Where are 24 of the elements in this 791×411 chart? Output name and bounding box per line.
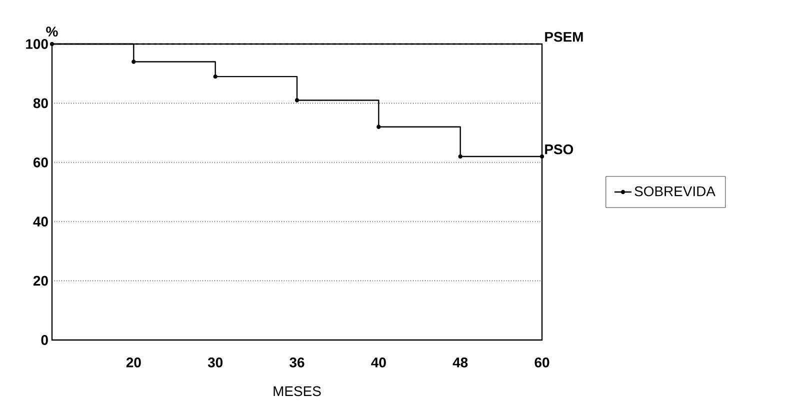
point: [540, 154, 544, 159]
ref-line-label: PSEM: [545, 32, 583, 42]
y-tick-label: 40: [33, 216, 48, 227]
x-axis-title: MESES: [274, 386, 321, 396]
y-axis-title: %: [46, 26, 58, 36]
x-tick-label: 40: [371, 358, 386, 368]
y-tick-label: 0: [41, 335, 48, 345]
point: [50, 42, 54, 46]
y-tick-label: 100: [26, 39, 48, 49]
point: [294, 98, 300, 102]
point: [376, 124, 381, 129]
y-tick-label: 20: [33, 276, 48, 286]
x-tick-label: 30: [208, 358, 223, 368]
y-tick-label: 80: [33, 98, 48, 108]
annotation: PSO: [545, 144, 574, 154]
legend-label: SOBREVIDA: [634, 186, 716, 196]
x-tick-label: 20: [126, 358, 141, 368]
x-tick-label: 48: [452, 358, 468, 368]
x-tick-label: 36: [290, 358, 304, 368]
x-tick-label: 60: [534, 358, 550, 368]
point: [132, 60, 136, 64]
y-tick-label: 60: [33, 157, 48, 168]
point: [458, 154, 462, 159]
point: [213, 74, 218, 79]
